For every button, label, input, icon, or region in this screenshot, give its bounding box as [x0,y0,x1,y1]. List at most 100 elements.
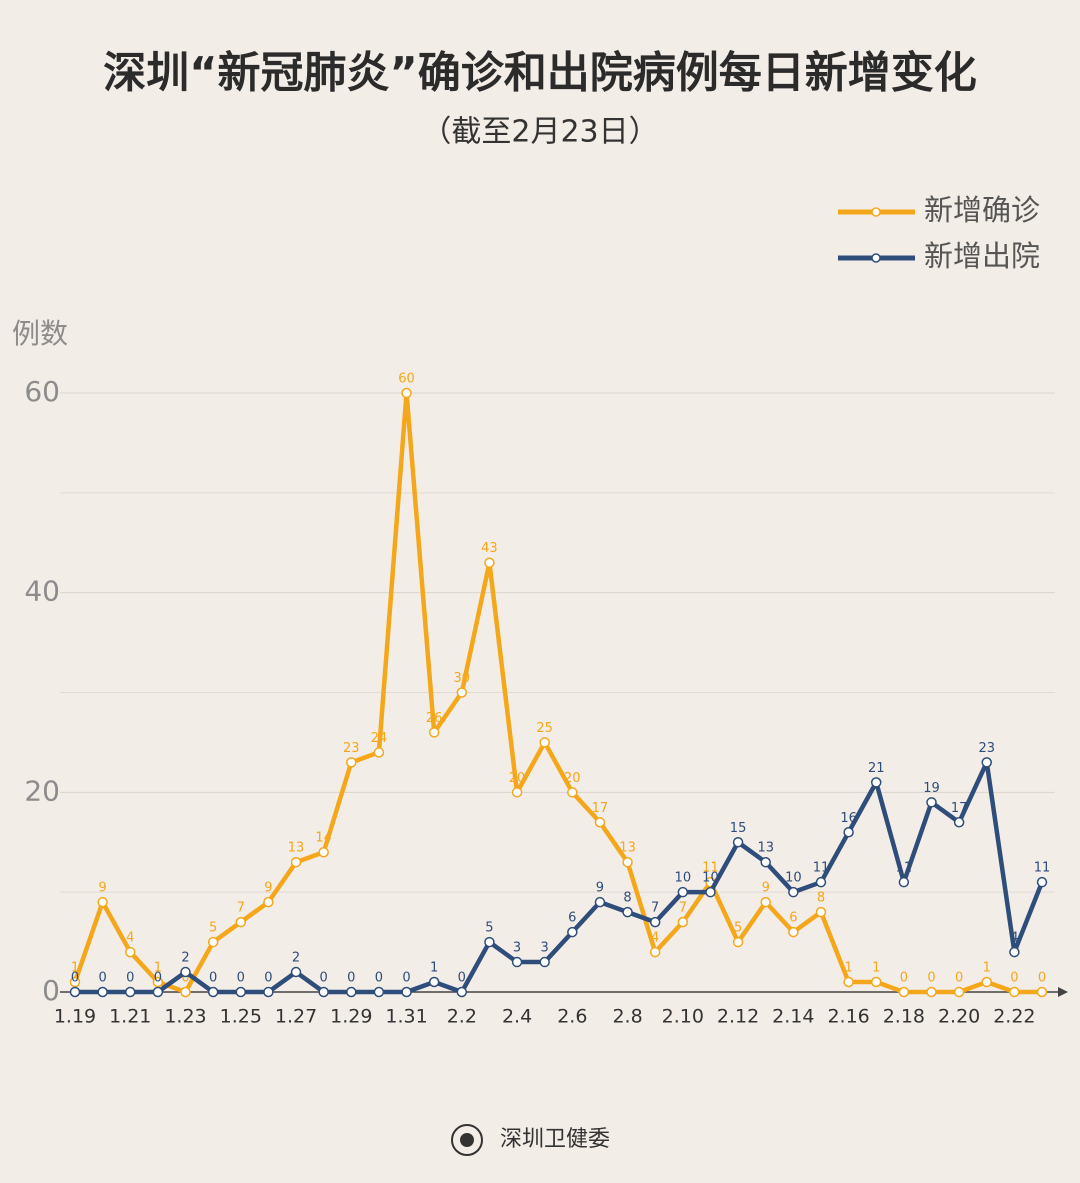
data-label: 0 [154,971,162,986]
data-point [953,817,965,828]
data-label: 4 [651,931,659,946]
data-label: 11 [1034,861,1051,876]
data-label: 10 [675,871,692,886]
data-point [511,787,523,798]
data-label: 11 [702,861,719,876]
x-tick-label: 1.23 [164,1006,206,1028]
data-label: 9 [98,881,106,896]
data-point [788,886,799,898]
data-point [401,387,412,399]
data-label: 17 [592,801,609,816]
data-label: 8 [623,891,631,906]
data-point [926,797,937,808]
data-label: 23 [343,741,360,756]
data-label: 60 [398,372,415,387]
legend-marker [871,207,881,217]
data-point [1009,946,1020,958]
data-point [207,936,219,948]
data-point [346,757,357,768]
data-point [69,976,81,988]
data-point [373,986,385,998]
data-label: 10 [785,871,802,886]
data-point [732,936,744,948]
data-label: 0 [126,971,134,986]
data-label: 0 [1038,971,1046,986]
data-label: 6 [789,911,797,926]
x-tick-label: 2.14 [772,1006,814,1028]
data-point [97,896,108,908]
data-point [677,916,689,928]
data-label: 0 [375,971,383,986]
data-label: 0 [209,971,217,986]
x-tick-label: 1.31 [385,1006,427,1028]
data-point [1036,986,1048,998]
data-point [373,747,385,758]
data-point [290,856,302,868]
data-label: 0 [927,971,935,986]
data-point [207,986,219,998]
data-point [401,986,412,998]
data-label: 1 [983,961,991,976]
data-point [649,946,661,958]
data-point [152,976,164,988]
x-tick-label: 2.6 [557,1006,587,1028]
data-label: 9 [264,881,272,896]
footer-logo [451,1124,483,1156]
data-point [318,986,329,998]
data-label: 0 [458,971,466,986]
data-point [567,926,578,938]
data-label: 0 [347,971,355,986]
data-point [456,986,468,998]
legend-marker [871,253,881,263]
data-point [235,916,247,928]
y-tick-label: 0 [42,974,60,1007]
data-label: 4 [126,931,134,946]
data-label: 3 [541,941,549,956]
data-point [97,986,108,998]
data-point [594,817,606,828]
data-label: 1 [154,961,162,976]
data-label: 0 [1010,971,1018,986]
data-point [732,837,744,848]
x-tick-label: 2.12 [717,1006,759,1028]
data-point [981,757,992,768]
data-label: 30 [454,671,471,686]
data-point [263,896,274,908]
data-point [539,737,550,748]
data-label: 0 [264,971,272,986]
data-label: 5 [209,921,217,936]
data-label: 0 [402,971,410,986]
data-point [760,856,771,868]
data-point [677,886,689,898]
data-label: 7 [651,901,659,916]
data-point [484,557,495,568]
data-label: 13 [757,841,774,856]
x-tick-label: 1.19 [54,1006,96,1028]
x-tick-label: 1.25 [220,1006,262,1028]
data-point [926,986,937,998]
data-point [511,956,523,968]
data-label: 6 [568,911,576,926]
data-point [788,926,799,938]
data-point [567,787,578,798]
data-point [180,986,191,998]
data-label: 0 [237,971,245,986]
data-label: 19 [923,781,940,796]
legend-label: 新增出院 [924,239,1040,273]
data-point [594,896,606,908]
x-tick-label: 2.2 [447,1006,477,1028]
data-label: 4 [1010,931,1018,946]
data-point [898,986,910,998]
data-label: 1 [430,961,438,976]
data-point [263,986,274,998]
data-label: 1 [872,961,880,976]
data-label: 24 [371,731,388,746]
x-axis-arrow [1058,987,1068,997]
data-label: 7 [237,901,245,916]
x-tick-label: 2.8 [612,1006,642,1028]
x-tick-label: 1.21 [109,1006,151,1028]
data-label: 9 [596,881,604,896]
data-point [953,986,965,998]
data-point [815,906,827,918]
